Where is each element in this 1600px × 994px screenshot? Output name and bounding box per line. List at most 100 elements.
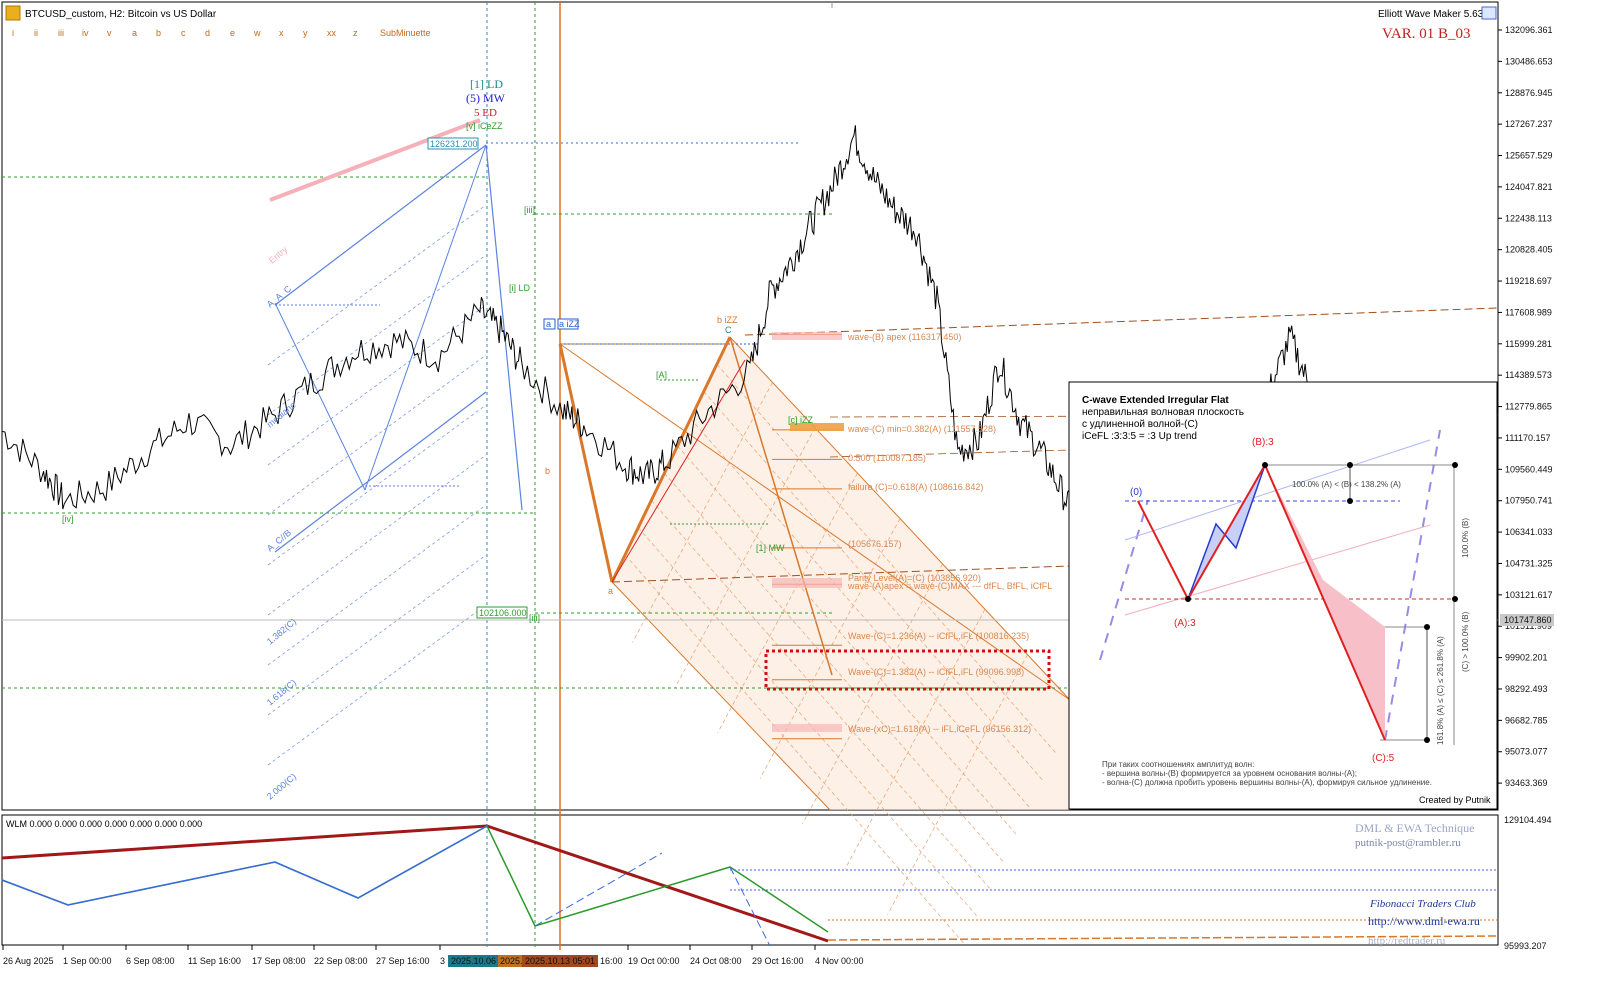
price-tick-label-13: 111170.157: [1505, 433, 1551, 443]
time-tick-label-1: 1 Sep 00:00: [63, 956, 112, 966]
wave-label-czz: [c] iZZ: [788, 415, 813, 425]
time-tick-label-0: 26 Aug 2025: [3, 956, 54, 966]
toolbar-item-6[interactable]: b: [156, 28, 161, 38]
blue-fib-8: [267, 604, 487, 766]
indicator-icon: [1481, 6, 1497, 20]
orange-waves: [558, 307, 1499, 676]
time-tick-label-2: 6 Sep 08:00: [126, 956, 175, 966]
wave-label-5mw: (5) MW: [466, 91, 506, 105]
toolbar-item-2[interactable]: iii: [58, 28, 64, 38]
price-tick-label-12: 112779.865: [1505, 402, 1552, 412]
price-tick-label-5: 124047.821: [1505, 182, 1553, 192]
fan-cross-5: [802, 563, 943, 825]
price-tick-label-6: 122438.113: [1505, 213, 1552, 223]
level-apex-b: wave-(B) apex (116317.450): [847, 332, 961, 342]
blue-1382: 1.382(C): [265, 616, 298, 646]
time-tick-label-8: 19 Oct 00:00: [628, 956, 680, 966]
toolbar-item-8[interactable]: d: [205, 28, 210, 38]
toolbar-item-7[interactable]: c: [181, 28, 186, 38]
panel-ratio-v1: 100.0% (B): [1461, 518, 1470, 558]
green-levels: [2, 176, 1069, 689]
time-tick-label-11: 4 Nov 00:00: [815, 956, 864, 966]
fan-cross-7: [887, 654, 1028, 915]
brand-1: DML & EWA Technique: [1355, 821, 1474, 835]
wave-label-iii-low: [iii]: [529, 613, 540, 623]
panel-subtitle-3: iCeFL :3:3:5 = :3 Up trend: [1082, 431, 1197, 442]
blue-2000: 2.000(C): [265, 771, 298, 801]
brand-4: http://www.dml-ewa.ru: [1368, 914, 1480, 928]
wave-toolbar: i ii iii iv v a b c d e w x y xx z SubMinuette: [12, 28, 431, 38]
toolbar-item-11[interactable]: x: [279, 28, 284, 38]
variant-label: VAR. 01 B_03: [1382, 26, 1471, 42]
level-half: 0.500 (110087.185): [848, 453, 926, 463]
wave-label-5ed: 5 ED: [474, 107, 497, 119]
level-parity: Parity Level(A)=(C) (103856.920): [848, 573, 981, 583]
peak-price-box: [427, 137, 479, 150]
blue-fib-4: [267, 404, 487, 566]
panel-subtitle-2: с удлиненной волной-(C): [1082, 419, 1198, 430]
time-highlight-4-text: 16:00: [600, 956, 623, 966]
time-tick-label-10: 29 Oct 16:00: [752, 956, 804, 966]
toolbar-item-9[interactable]: e: [230, 28, 235, 38]
fan-cross-1: [632, 382, 773, 643]
panel-subtitle-1: неправильная волновая плоскость: [1082, 407, 1244, 418]
panel-ratio-v3: 161.8% (A) ≤ (C) ≤ 261.8% (A): [1436, 636, 1445, 745]
main-chart-frame: [1, 1, 1499, 811]
toolbar-item-4[interactable]: v: [107, 28, 112, 38]
fan-line-5: [677, 445, 1018, 837]
price-tick-label-2: 128876.945: [1505, 88, 1553, 98]
price-tick-label-17: 104731.325: [1505, 558, 1553, 568]
price-tick-label-20: 99902.201: [1505, 653, 1548, 663]
price-tick-label-11: 114389.573: [1505, 370, 1552, 380]
brand-2: putnik-post@rambler.ru: [1355, 837, 1461, 849]
price-tick-label-7: 120828.405: [1505, 245, 1553, 255]
toolbar-item-15[interactable]: SubMinuette: [380, 28, 431, 38]
entry-label: Entry: [267, 244, 290, 265]
price-tick-label-22: 96682.785: [1505, 715, 1548, 725]
peak-price-text: 126231.200: [430, 139, 478, 149]
price-tick-label-16: 106341.033: [1505, 527, 1553, 537]
a-box: [543, 318, 556, 330]
current-price-tag: [1500, 614, 1554, 626]
panel-label-a: (A):3: [1174, 618, 1196, 629]
blue-fib-lines: [267, 204, 487, 766]
toolbar-item-5[interactable]: a: [132, 28, 137, 38]
level-c-min: wave-(C) min=0.382(A) (111557.528): [847, 424, 996, 434]
toolbar-item-12[interactable]: y: [303, 28, 308, 38]
fan-cross-3: [717, 472, 858, 734]
toolbar-item-1[interactable]: ii: [34, 28, 38, 38]
toolbar-item-3[interactable]: iv: [82, 28, 89, 38]
wave-label-iii: [iii]: [524, 205, 535, 215]
blue-ac-label: A_A_C: [265, 283, 294, 309]
panel-ratio-v2: (C) > 100.0% (B): [1461, 611, 1470, 672]
blue-fib-1: [267, 254, 487, 416]
wave-label-a: a: [608, 586, 613, 596]
panel-note-1: При таких соотношениях амплитуд волн:: [1102, 760, 1254, 769]
price-tick-label-10: 115999.281: [1505, 339, 1552, 349]
brand-5: http://redtrader.ru: [1368, 935, 1446, 947]
level-105676: (105676.157): [848, 539, 902, 549]
panel-note-2: - вершина волны-(B) формируется за уровн…: [1102, 769, 1357, 778]
fan-cross-2: [674, 427, 816, 688]
a-izz-text: a iZZ: [559, 319, 580, 329]
toolbar-item-10[interactable]: w: [253, 28, 261, 38]
blue-1618: 1.618(C): [265, 677, 298, 707]
panel-credit: Created by Putnik: [1419, 795, 1491, 805]
toolbar-item-0[interactable]: i: [12, 28, 14, 38]
wave-label-c: C: [725, 325, 732, 335]
toolbar-item-13[interactable]: xx: [327, 28, 337, 38]
time-highlight-3-text: 2025.10.13 05:01: [525, 956, 595, 966]
fan-line-4: [664, 472, 1005, 864]
info-panel: C-wave Extended Irregular Flat неправиль…: [1068, 381, 1498, 810]
w1618-tag: [772, 724, 842, 732]
sub-window: WLM 0.000 0.000 0.000 0.000 0.000 0.000 …: [1, 815, 1552, 951]
price-tick-label-9: 117608.989: [1505, 307, 1552, 317]
low-price-text: 102106.000: [479, 608, 527, 618]
wave-label-A: [A]: [656, 370, 667, 380]
fan-cross-6: [844, 609, 986, 870]
level-1618: Wave-(xC)=1.618(A) -- iFL,iCeFL (96156.3…: [848, 724, 1031, 734]
fan-line-7: [703, 391, 1045, 782]
apex-b-tag: [772, 332, 842, 340]
toolbar-item-14[interactable]: z: [353, 28, 358, 38]
a-box-text: a: [546, 319, 551, 329]
